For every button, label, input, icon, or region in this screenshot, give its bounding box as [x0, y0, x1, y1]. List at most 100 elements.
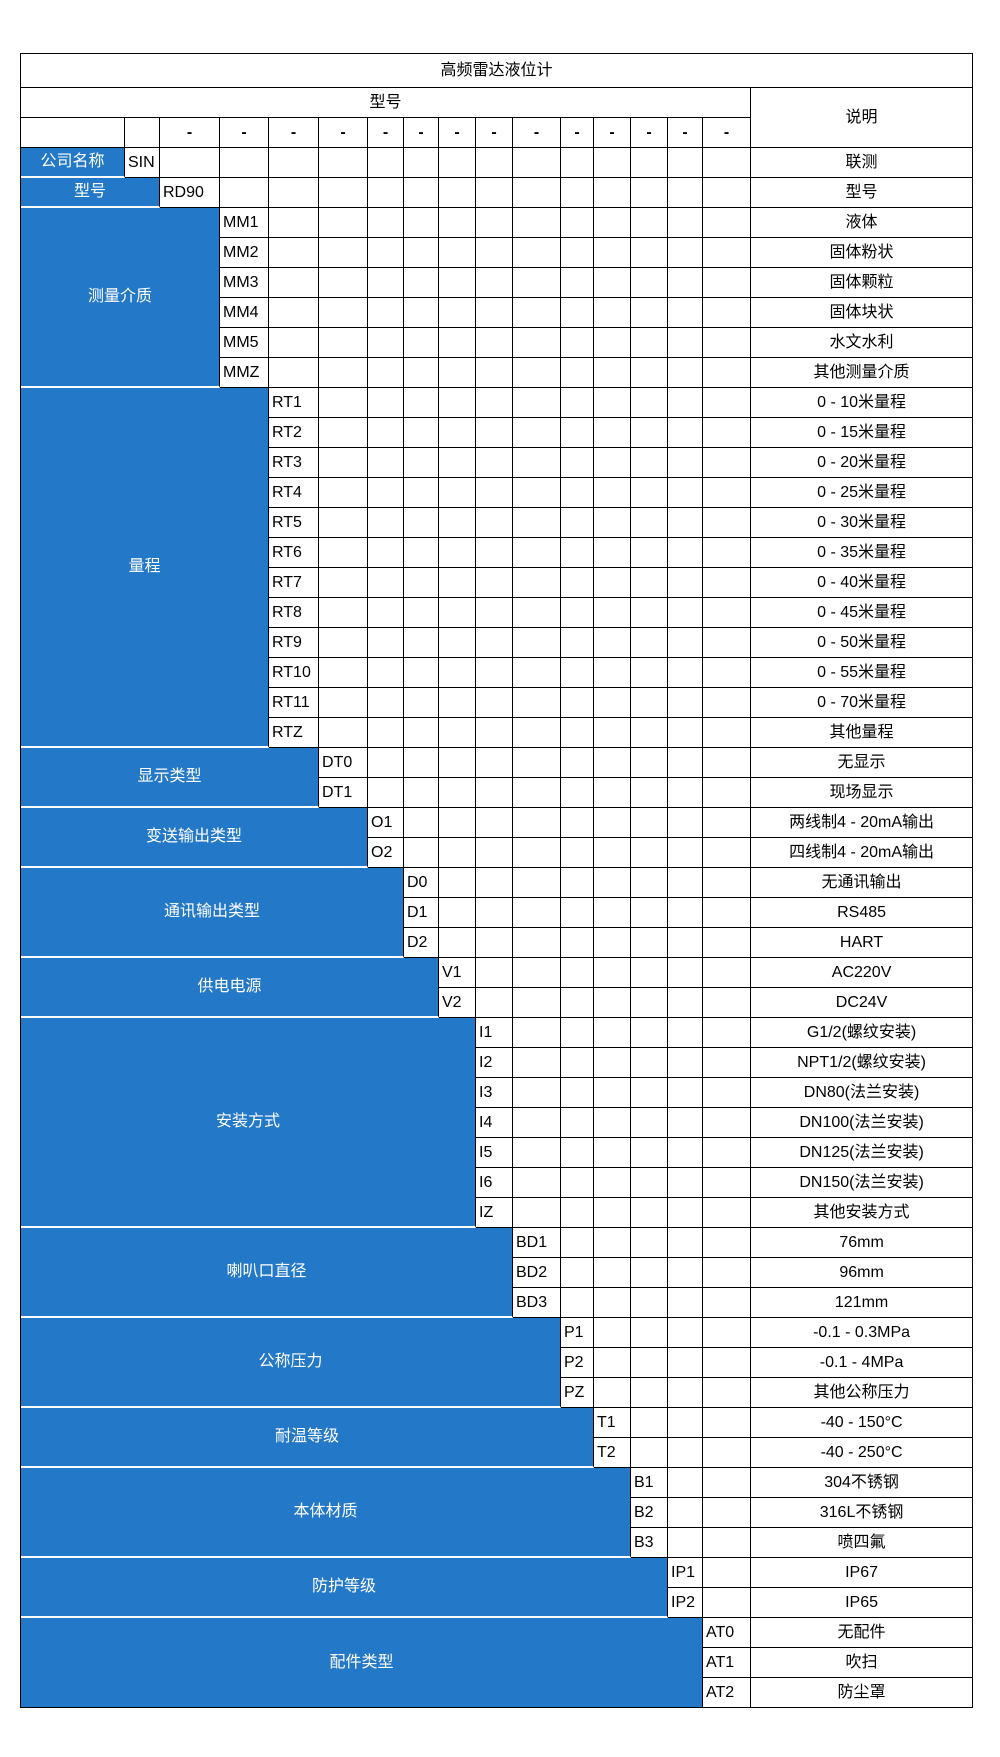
option-row: PZ 其他公称压力: [21, 1378, 974, 1408]
empty-cell: [668, 178, 703, 208]
empty-cell: [439, 868, 476, 898]
empty-cell: [439, 478, 476, 508]
empty-cell: [594, 598, 631, 628]
option-row: V2 DC24V: [21, 988, 974, 1018]
empty-cell: [404, 718, 439, 748]
empty-cell: [513, 868, 561, 898]
empty-cell: [368, 748, 404, 778]
empty-cell: [631, 388, 668, 418]
empty-cell: [404, 418, 439, 448]
empty-cell: [631, 628, 668, 658]
empty-cell: [668, 568, 703, 598]
empty-cell: [368, 148, 404, 178]
empty-cell: [703, 868, 751, 898]
empty-cell: [703, 1168, 751, 1198]
empty-cell: [404, 148, 439, 178]
empty-cell: [404, 298, 439, 328]
code-cell: RT3: [269, 448, 319, 478]
empty-cell: [476, 388, 513, 418]
empty-cell: [668, 658, 703, 688]
empty-cell: [476, 268, 513, 298]
empty-cell: [594, 418, 631, 448]
empty-cell: [319, 478, 368, 508]
empty-cell: [668, 448, 703, 478]
empty-cell: [561, 1288, 594, 1318]
empty-cell: [513, 238, 561, 268]
option-row: 通讯输出类型 D0 无通讯输出: [21, 868, 974, 958]
empty-cell: [668, 1228, 703, 1258]
description-cell: DN150(法兰安装): [751, 1168, 974, 1198]
empty-cell: [703, 268, 751, 298]
empty-cell: [631, 1438, 668, 1468]
empty-cell: [368, 688, 404, 718]
empty-cell: [594, 538, 631, 568]
empty-cell: [368, 568, 404, 598]
empty-cell: [368, 208, 404, 238]
description-cell: 型号: [751, 178, 974, 208]
empty-cell: [631, 1048, 668, 1078]
empty-cell: [631, 328, 668, 358]
empty-cell: [703, 1468, 751, 1498]
description-cell: 固体颗粒: [751, 268, 974, 298]
empty-cell: [703, 688, 751, 718]
option-row: 安装方式 I1 G1/2(螺纹安装): [21, 1018, 974, 1228]
empty-cell: [631, 1288, 668, 1318]
empty-cell: [513, 448, 561, 478]
code-cell: IZ: [476, 1198, 513, 1228]
empty-cell: [703, 1438, 751, 1468]
option-row: I2 NPT1/2(螺纹安装): [21, 1048, 974, 1078]
dash-cell: -: [269, 118, 319, 148]
empty-cell: [476, 238, 513, 268]
description-cell: 0 - 55米量程: [751, 658, 974, 688]
empty-cell: [368, 268, 404, 298]
description-cell: 0 - 40米量程: [751, 568, 974, 598]
empty-cell: [269, 328, 319, 358]
empty-cell: [269, 148, 319, 178]
empty-cell: [513, 148, 561, 178]
empty-cell: [631, 958, 668, 988]
empty-cell: [561, 418, 594, 448]
empty-cell: [368, 628, 404, 658]
code-cell: RT7: [269, 568, 319, 598]
empty-cell: [668, 1018, 703, 1048]
empty-cell: [513, 358, 561, 388]
empty-cell: [668, 478, 703, 508]
empty-cell: [561, 898, 594, 928]
empty-cell: [160, 148, 220, 178]
empty-cell: [561, 1198, 594, 1228]
option-row: I4 DN100(法兰安装): [21, 1108, 974, 1138]
option-row: MMZ 其他测量介质: [21, 358, 974, 388]
code-cell: PZ: [561, 1378, 594, 1408]
empty-cell: [404, 238, 439, 268]
option-row: B3 喷四氟: [21, 1528, 974, 1558]
empty-cell: [668, 898, 703, 928]
empty-cell: [439, 358, 476, 388]
empty-cell: [513, 748, 561, 778]
code-cell: D0: [404, 868, 439, 898]
description-cell: AC220V: [751, 958, 974, 988]
option-row: 耐温等级 T1 -40 - 150°C: [21, 1408, 974, 1468]
model-header: 型号: [21, 88, 751, 118]
option-row: 测量介质 MM1 液体: [21, 208, 974, 388]
option-row: I5 DN125(法兰安装): [21, 1138, 974, 1168]
empty-cell: [703, 238, 751, 268]
empty-cell: [319, 208, 368, 238]
empty-cell: [703, 838, 751, 868]
option-row: BD2 96mm: [21, 1258, 974, 1288]
category-cell: 通讯输出类型: [21, 868, 404, 958]
empty-cell: [631, 868, 668, 898]
empty-cell: [476, 328, 513, 358]
empty-cell: [439, 778, 476, 808]
description-cell: 其他测量介质: [751, 358, 974, 388]
code-cell: SIN: [125, 148, 160, 178]
empty-cell: [319, 178, 368, 208]
description-cell: 0 - 10米量程: [751, 388, 974, 418]
empty-cell: [631, 1018, 668, 1048]
empty-cell: [319, 448, 368, 478]
option-row: BD3 121mm: [21, 1288, 974, 1318]
empty-cell: [269, 208, 319, 238]
empty-cell: [594, 1318, 631, 1348]
empty-cell: [594, 748, 631, 778]
empty-cell: [631, 298, 668, 328]
empty-cell: [319, 298, 368, 328]
